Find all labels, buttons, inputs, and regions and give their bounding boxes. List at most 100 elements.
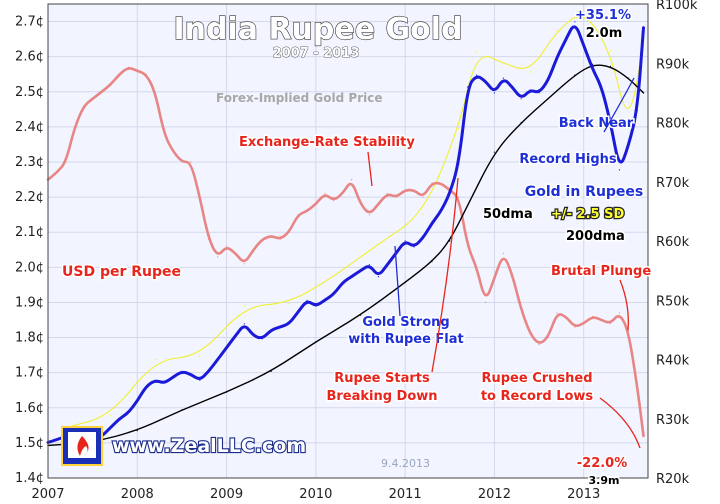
annotation-rupee-crushed-2: to Record Lows xyxy=(481,389,594,404)
series-usd-per-rupee-point xyxy=(190,161,192,163)
series-usd-per-rupee-point xyxy=(422,196,424,198)
series-gold-in-rupees-point xyxy=(306,299,308,301)
series-usd-per-rupee-point xyxy=(136,70,138,72)
series-usd-per-rupee-point xyxy=(234,252,237,254)
series-sd-band-point xyxy=(422,213,424,215)
series-gold-in-rupees-point xyxy=(288,323,290,325)
series-usd-per-rupee xyxy=(46,67,645,438)
series-gold-in-rupees-point xyxy=(324,299,326,301)
y-left-tick-label: 1.8¢ xyxy=(15,331,44,346)
arrow-gold-strong xyxy=(394,245,401,317)
series-usd-per-rupee-point xyxy=(127,66,129,68)
series-usd-per-rupee-point xyxy=(199,196,201,198)
series-gold-in-rupees-point xyxy=(279,326,281,328)
series-usd-per-rupee-point xyxy=(636,386,638,388)
annotation-usd-per-rupee: USD per Rupee xyxy=(62,264,181,280)
series-usd-per-rupee-point xyxy=(65,161,67,163)
series-usd-per-rupee-point xyxy=(226,245,228,247)
series-gold-in-rupees-point xyxy=(511,86,513,88)
series-gold-in-rupees-point xyxy=(642,27,645,29)
series-gold-in-rupees-point xyxy=(252,335,254,337)
series-usd-per-rupee-point xyxy=(172,150,174,153)
series-sd-band-point xyxy=(199,355,201,358)
annotation-arrows xyxy=(367,77,641,449)
y-right-tick-label: R40k xyxy=(656,354,690,369)
series-usd-per-rupee-point xyxy=(351,179,353,181)
series-usd-per-rupee-point xyxy=(583,322,585,325)
series-200dma-point xyxy=(449,240,451,242)
series-200dma-point xyxy=(520,121,522,124)
series-sd-band-point xyxy=(154,358,156,361)
series-gold-in-rupees-point xyxy=(199,379,201,381)
series-gold-in-rupees-point xyxy=(377,276,379,278)
annotation-2-5-sd: +/- 2.5 SD xyxy=(551,207,624,222)
zeal-logo xyxy=(61,426,103,466)
x-tick-label: 2007 xyxy=(31,487,64,502)
series-usd-per-rupee-point xyxy=(261,238,263,240)
series-gold-in-rupees-point xyxy=(556,56,558,58)
series-gold-in-rupees-point xyxy=(458,163,460,165)
y-right-tick-label: R70k xyxy=(656,176,690,191)
y-right-tick-label: R60k xyxy=(656,235,690,250)
series-usd-per-rupee-point xyxy=(279,238,281,240)
annotation-3-9m: 3.9m xyxy=(589,474,620,487)
series-gold-in-rupees-point xyxy=(315,305,317,307)
series-usd-per-rupee-point xyxy=(404,189,406,191)
series-usd-per-rupee-point xyxy=(217,256,219,258)
series-sd-band-point xyxy=(333,276,335,278)
x-tick-label: 2013 xyxy=(567,487,600,502)
x-tick-label: 2011 xyxy=(389,487,422,502)
series-gold-in-rupees-point xyxy=(359,270,362,272)
series-gold-in-rupees-point xyxy=(56,438,58,441)
series-usd-per-rupee-point xyxy=(386,193,388,195)
series-gold-in-rupees-point xyxy=(431,222,433,224)
series-200dma-point xyxy=(226,391,228,393)
annotation-rupee-crushed-1: Rupee Crushed xyxy=(481,371,592,386)
series-usd-per-rupee-point xyxy=(333,200,335,202)
plot-background xyxy=(48,4,648,478)
y-axis-right: R20k R30k R40k R50k R60k R70k R80k R90k R100k xyxy=(656,0,698,487)
y-left-tick-label: 1.9¢ xyxy=(15,295,44,310)
y-left-tick-label: 2.5¢ xyxy=(15,85,44,100)
series-gold-in-rupees-point xyxy=(386,264,388,266)
series-gold-in-rupees-point xyxy=(261,338,263,340)
annotation-exchange-rate-stability: Exchange-Rate Stability xyxy=(239,135,415,150)
series-200dma-point xyxy=(574,74,576,76)
series-200dma-point xyxy=(270,370,272,372)
series-usd-per-rupee-point xyxy=(109,84,112,86)
series-usd-per-rupee-point xyxy=(270,235,272,237)
annotation-gold-strong-1: Gold Strong xyxy=(362,315,449,330)
series-usd-per-rupee-point xyxy=(467,245,469,247)
series-usd-per-rupee-point xyxy=(458,196,460,198)
annotation-back-near-2: Record Highs xyxy=(519,152,617,167)
y-left-tick-label: 2.4¢ xyxy=(15,120,44,135)
series-usd-per-rupee-point xyxy=(556,312,558,314)
y-right-tick-label: R20k xyxy=(656,472,690,487)
series-200dma-point xyxy=(627,77,630,79)
annotation-2-0m: 2.0m xyxy=(586,26,623,41)
series-gold-in-rupees-point xyxy=(583,44,585,47)
chart-subtitle: 2007 - 2013 xyxy=(273,46,360,61)
arrow-back-near xyxy=(603,77,635,133)
series-usd-per-rupee-point xyxy=(476,266,478,268)
series-200dma-point xyxy=(181,409,183,411)
series-200dma xyxy=(47,64,645,447)
site-url: www.ZealLLC.com xyxy=(112,435,306,457)
series-200dma-point xyxy=(493,151,495,153)
series-gold-in-rupees-point xyxy=(618,169,621,171)
series-gold-in-rupees-point xyxy=(627,145,630,147)
series-sd-band-point xyxy=(458,127,460,129)
series-sd-band-point xyxy=(243,305,245,307)
y-left-tick-label: 1.5¢ xyxy=(15,436,44,451)
series-gold-in-rupees-point xyxy=(413,246,415,248)
series-usd-per-rupee-point xyxy=(92,98,94,100)
series-sd-band-point xyxy=(609,50,612,53)
series-gold-in-rupees-point xyxy=(136,400,138,402)
series-usd-per-rupee-point xyxy=(511,273,513,275)
annotation-forex-implied: Forex-Implied Gold Price xyxy=(216,91,382,105)
series-sd-band xyxy=(65,16,645,429)
annotation-minus-22: -22.0% xyxy=(577,456,628,471)
series-gold-in-rupees-point xyxy=(440,210,442,212)
series-gold-in-rupees-point xyxy=(636,110,638,112)
